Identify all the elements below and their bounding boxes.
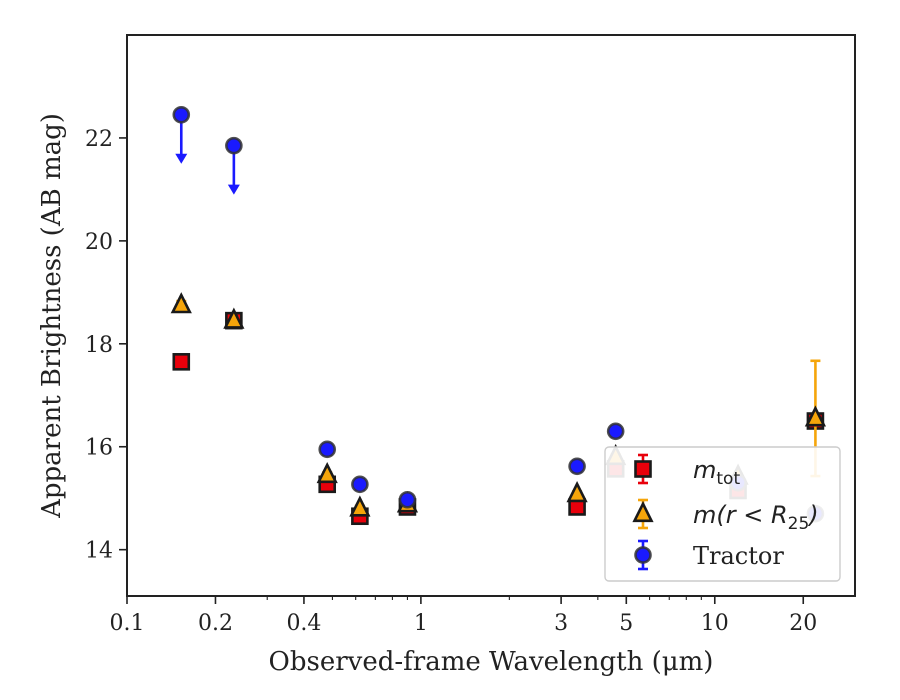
y-tick-label: 20 bbox=[85, 230, 113, 255]
plot-frame bbox=[126, 34, 856, 597]
upper-limit-arrowhead bbox=[175, 153, 188, 164]
y-tick-label: 14 bbox=[85, 539, 113, 564]
y-axis-label: Apparent Brightness (AB mag) bbox=[37, 113, 67, 519]
data-point bbox=[225, 136, 243, 155]
data-point bbox=[398, 490, 417, 509]
upper-limit-arrowhead bbox=[227, 184, 240, 195]
data-point bbox=[568, 457, 586, 476]
legend-label-subscript: 25 bbox=[788, 514, 810, 534]
legend-label: Tractor bbox=[693, 542, 784, 570]
legend-marker bbox=[634, 460, 652, 478]
legend-marker bbox=[634, 546, 652, 564]
legend-label-main: m(r < R bbox=[693, 501, 788, 529]
data-point bbox=[351, 475, 369, 494]
x-tick-label: 0.2 bbox=[198, 611, 233, 636]
x-tick-label: 5 bbox=[619, 611, 633, 636]
legend-label: m(r < R25) bbox=[693, 501, 819, 534]
y-tick-label: 18 bbox=[85, 333, 113, 358]
axis-ticks: 0.1 0.2 0.4 1 3 5 10 20 14 16 18 20 22 bbox=[85, 127, 817, 636]
legend: mtot m(r < R25) Tractor bbox=[604, 446, 841, 582]
data-point bbox=[318, 440, 337, 459]
x-axis-label: Observed-frame Wavelength (μm) bbox=[269, 647, 714, 677]
x-tick-label: 20 bbox=[789, 611, 817, 636]
legend-label-tail: ) bbox=[807, 501, 818, 529]
legend-label-subscript: tot bbox=[716, 469, 740, 489]
y-tick-label: 22 bbox=[85, 127, 113, 152]
data-point bbox=[172, 353, 191, 371]
data-point bbox=[223, 307, 245, 329]
x-tick-label: 0.4 bbox=[286, 611, 321, 636]
data-point bbox=[804, 405, 827, 427]
legend-marker bbox=[632, 500, 654, 523]
x-tick-label: 3 bbox=[554, 611, 568, 636]
data-point bbox=[316, 461, 338, 484]
legend-label-main: m bbox=[693, 456, 716, 484]
y-tick-label: 16 bbox=[85, 436, 113, 461]
data-point bbox=[349, 495, 371, 517]
data-point bbox=[566, 480, 588, 503]
x-tick-label: 10 bbox=[701, 611, 729, 636]
x-tick-label: 0.1 bbox=[110, 611, 145, 636]
data-point bbox=[172, 105, 191, 124]
legend-box bbox=[604, 446, 841, 582]
data-point bbox=[170, 292, 192, 314]
data-point bbox=[606, 422, 625, 441]
legend-label: mtot bbox=[693, 456, 740, 489]
x-tick-label: 1 bbox=[414, 611, 428, 636]
